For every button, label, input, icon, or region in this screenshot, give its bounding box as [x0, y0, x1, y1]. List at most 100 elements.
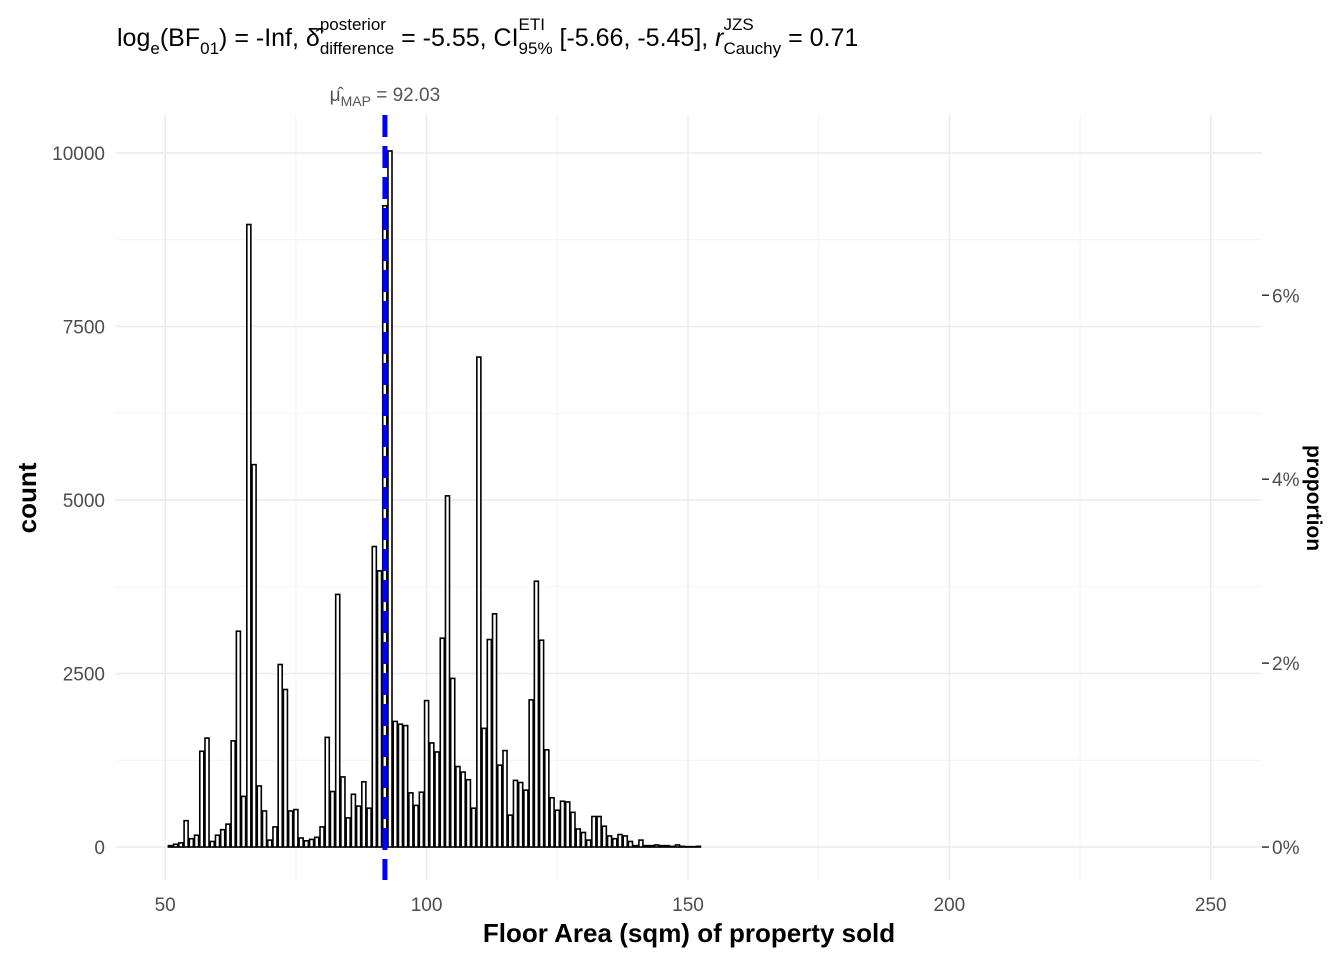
bar	[355, 805, 362, 848]
bar	[172, 843, 179, 848]
bar	[214, 834, 221, 848]
bar	[591, 815, 597, 848]
bar	[669, 845, 676, 848]
bar	[554, 809, 561, 848]
bar	[507, 814, 514, 848]
y-tick-label: 5000	[63, 491, 105, 512]
bar	[533, 580, 540, 848]
bar	[575, 828, 582, 848]
y-tick-label: 10000	[52, 144, 105, 165]
bar	[193, 834, 200, 848]
annotation-value: 92.03	[393, 85, 441, 106]
bar	[418, 791, 425, 848]
bar	[648, 844, 655, 848]
title-part: log	[117, 24, 150, 52]
bar	[444, 495, 451, 848]
bar	[319, 826, 325, 848]
bar	[256, 785, 263, 848]
y2-tick-label: 4%	[1272, 470, 1300, 491]
bar	[235, 630, 242, 848]
bar	[523, 789, 529, 848]
y2-tick-label: 0%	[1272, 838, 1300, 859]
bar	[549, 796, 555, 848]
bar	[695, 845, 702, 848]
bar	[538, 639, 545, 848]
title-part: posterior	[320, 15, 386, 34]
bar	[219, 828, 226, 848]
bar	[361, 780, 367, 848]
bar	[282, 688, 289, 848]
bar	[345, 817, 351, 848]
bar	[392, 720, 399, 848]
bar	[209, 840, 216, 848]
title-part: Cauchy	[724, 39, 782, 58]
bar	[293, 808, 299, 848]
bar	[470, 807, 477, 848]
bar	[188, 837, 195, 848]
bar	[272, 826, 278, 848]
x-tick-label: 50	[155, 895, 176, 916]
x-tick-label: 150	[672, 895, 704, 916]
bar	[277, 663, 284, 848]
bar	[225, 823, 231, 848]
bar	[266, 839, 273, 848]
bar	[481, 727, 487, 848]
title-part: e	[150, 39, 159, 58]
title-part: 01	[200, 39, 219, 58]
y-tick-label: 2500	[63, 665, 105, 686]
x-tick-label: 250	[1195, 895, 1227, 916]
bar	[638, 839, 644, 848]
bar	[434, 751, 440, 848]
bar	[423, 699, 430, 848]
bar	[601, 825, 608, 848]
x-axis-title: Floor Area (sqm) of property sold	[483, 918, 895, 948]
title-part: r	[715, 24, 725, 52]
bar	[496, 764, 503, 848]
y-axis-title: count	[12, 462, 42, 533]
bar	[204, 737, 210, 848]
bars	[167, 150, 702, 848]
title-part: difference	[320, 39, 394, 58]
title-part: = 0.71	[781, 24, 858, 52]
bar	[183, 819, 189, 848]
bar	[611, 837, 618, 848]
bar	[449, 677, 456, 848]
bar	[460, 771, 466, 848]
annotation: μ̂ MAP = 92.03	[330, 85, 441, 109]
title-part: ) = -Inf,	[219, 24, 306, 52]
bar	[428, 742, 435, 848]
x-tick-label: 100	[411, 895, 443, 916]
title-part: (BF	[160, 24, 200, 52]
title-part: [-5.66, -5.45],	[553, 24, 716, 52]
title-part: = -5.55, CI	[394, 24, 518, 52]
bar	[653, 844, 660, 848]
bar	[486, 638, 493, 848]
bar	[476, 356, 482, 848]
bar	[606, 835, 613, 848]
bar	[617, 833, 623, 848]
bar	[178, 842, 184, 848]
bar	[251, 463, 257, 848]
bar	[632, 844, 639, 848]
bar	[659, 844, 665, 848]
bar	[376, 570, 383, 848]
bar	[366, 807, 372, 848]
bar	[491, 613, 498, 848]
bar	[502, 749, 508, 848]
bar	[643, 844, 649, 848]
bar	[324, 736, 331, 848]
y-tick-label: 0	[94, 838, 105, 859]
bar	[528, 699, 534, 848]
bar	[512, 779, 519, 848]
bar	[308, 838, 315, 848]
bar	[350, 793, 357, 848]
bar	[298, 837, 304, 848]
bar	[387, 150, 393, 848]
bar	[261, 810, 268, 848]
title-part: JZS	[724, 15, 754, 34]
bar	[334, 593, 341, 848]
bar	[627, 840, 634, 848]
title-part: 95%	[519, 39, 553, 58]
y2-tick-label: 2%	[1272, 654, 1300, 675]
